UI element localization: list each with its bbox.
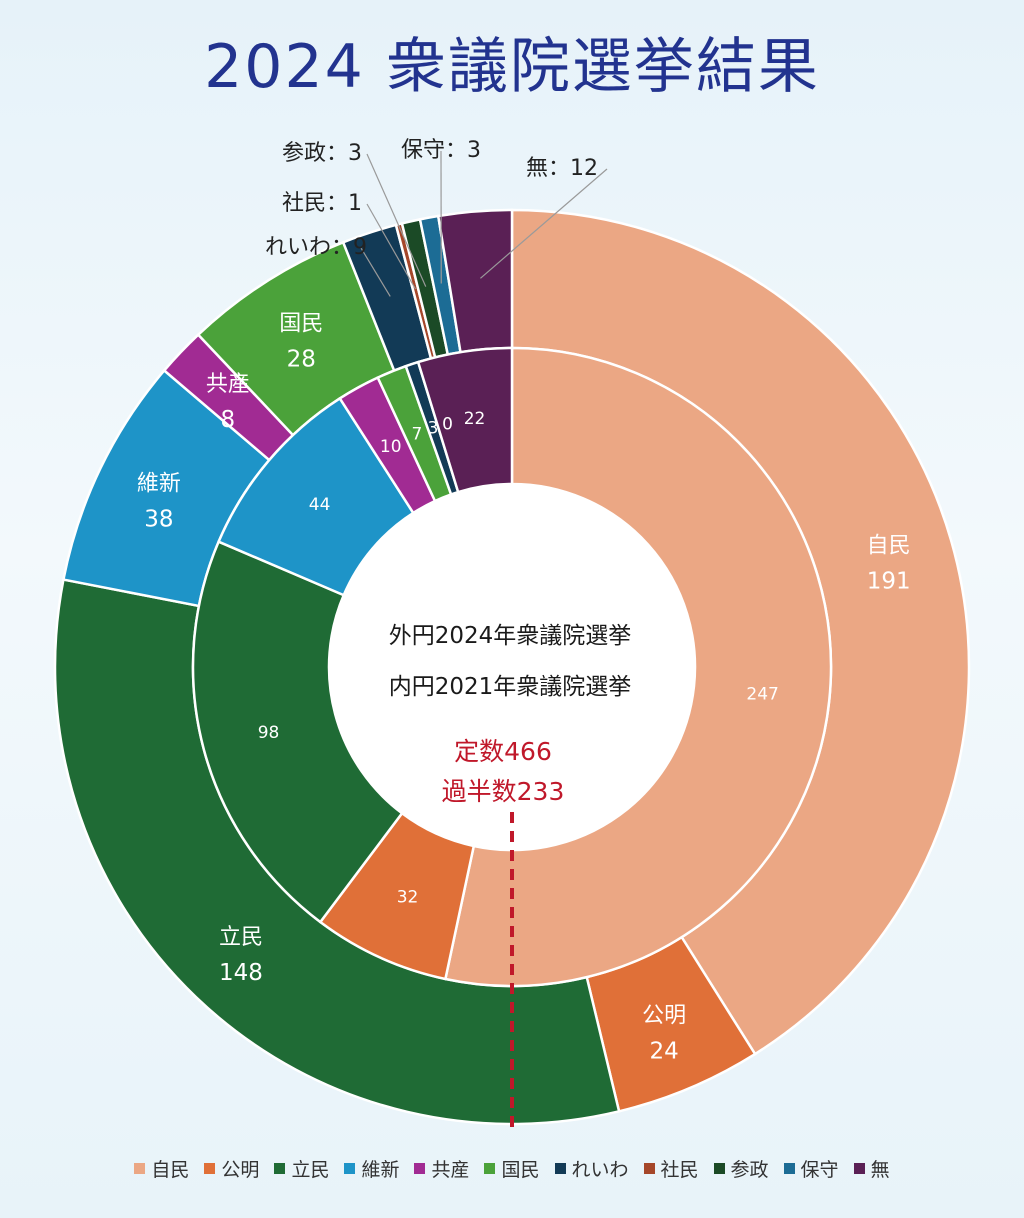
leader-参政 [366, 153, 427, 287]
outer-label-value-維新: 38 [144, 507, 173, 533]
inner-label-立民: 98 [258, 723, 280, 743]
leader-れいわ [360, 247, 391, 297]
legend-item-立民: 立民 [274, 1155, 329, 1182]
legend-swatch [344, 1163, 356, 1174]
leader-無 [480, 168, 608, 279]
legend-label: 共産 [431, 1159, 470, 1181]
legend-swatch [554, 1163, 566, 1174]
legend-item-無: 無 [853, 1155, 890, 1182]
total-seats-label: 定数466 [454, 737, 552, 766]
legend-item-維新: 維新 [344, 1155, 399, 1182]
legend-label: 公明 [221, 1159, 260, 1181]
legend-swatch [783, 1163, 795, 1174]
outer-label-れいわ: れいわ：9 [265, 235, 367, 260]
outer-label-name-維新: 維新 [137, 472, 181, 497]
legend-item-参政: 参政 [713, 1155, 769, 1182]
legend-item-社民: 社民 [643, 1155, 699, 1182]
outer-label-name-自民: 自民 [867, 534, 911, 559]
legend-item-れいわ: れいわ [554, 1155, 629, 1182]
outer-label-保守: 保守：3 [401, 138, 481, 163]
legend-item-公明: 公明 [204, 1155, 259, 1182]
outer-label-name-立民: 立民 [219, 925, 263, 950]
inner-label-社民: 0 [442, 414, 453, 434]
leader-社民 [366, 203, 417, 290]
legend-swatch [414, 1163, 426, 1174]
outer-label-name-国民: 国民 [279, 311, 323, 336]
legend-label: 保守 [800, 1159, 839, 1181]
legend-label: れいわ [571, 1159, 629, 1181]
legend-item-国民: 国民 [484, 1155, 540, 1182]
outer-label-社民: 社民：1 [282, 191, 362, 216]
legend-swatch [274, 1163, 286, 1174]
outer-label-value-公明: 24 [650, 1038, 679, 1064]
outer-label-value-自民: 191 [867, 569, 911, 595]
legend-label: 社民 [660, 1159, 699, 1181]
legend-label: 維新 [361, 1159, 400, 1181]
outer-label-name-共産: 共産 [206, 372, 250, 397]
outer-label-name-公明: 公明 [642, 1003, 686, 1028]
center-line-2: 内円2021年衆議院選挙 [389, 674, 632, 700]
inner-label-維新: 44 [309, 495, 331, 515]
inner-label-国民: 7 [412, 425, 423, 445]
legend-label: 無 [870, 1159, 890, 1181]
legend-swatch [853, 1163, 865, 1174]
legend-swatch [713, 1163, 725, 1174]
inner-slice-無 [416, 346, 514, 494]
outer-label-value-共産: 8 [221, 407, 236, 433]
legend-item-共産: 共産 [414, 1155, 469, 1182]
inner-label-自民: 247 [746, 684, 778, 704]
outer-label-value-立民: 148 [219, 960, 263, 986]
inner-label-公明: 32 [397, 887, 419, 907]
legend-swatch [134, 1163, 146, 1174]
inner-label-共産: 10 [380, 437, 402, 457]
legend-swatch [484, 1163, 496, 1174]
center-line-1: 外円2024年衆議院選挙 [389, 623, 632, 649]
inner-label-無: 22 [464, 409, 486, 429]
chart-title: 2024 衆議院選挙結果 [204, 32, 820, 102]
legend-label: 立民 [291, 1159, 330, 1181]
legend-item-自民: 自民 [134, 1155, 189, 1182]
legend-label: 国民 [501, 1159, 540, 1181]
inner-ring-2021 [191, 346, 833, 988]
inner-label-れいわ: 3 [428, 419, 439, 439]
legend-swatch [204, 1163, 216, 1174]
legend-swatch [643, 1163, 655, 1174]
legend-label: 参政 [730, 1159, 769, 1181]
legend-label: 自民 [151, 1159, 190, 1181]
legend: 自民 公明 立民 維新 共産 国民 れいわ 社民 参政 保守 無 [0, 1155, 1024, 1182]
outer-label-無: 無：12 [526, 156, 598, 181]
outer-label-value-国民: 28 [287, 346, 316, 372]
majority-label: 過半数233 [442, 777, 565, 806]
outer-label-参政: 参政：3 [282, 141, 362, 166]
legend-item-保守: 保守 [783, 1155, 839, 1182]
center-hole [329, 484, 695, 850]
